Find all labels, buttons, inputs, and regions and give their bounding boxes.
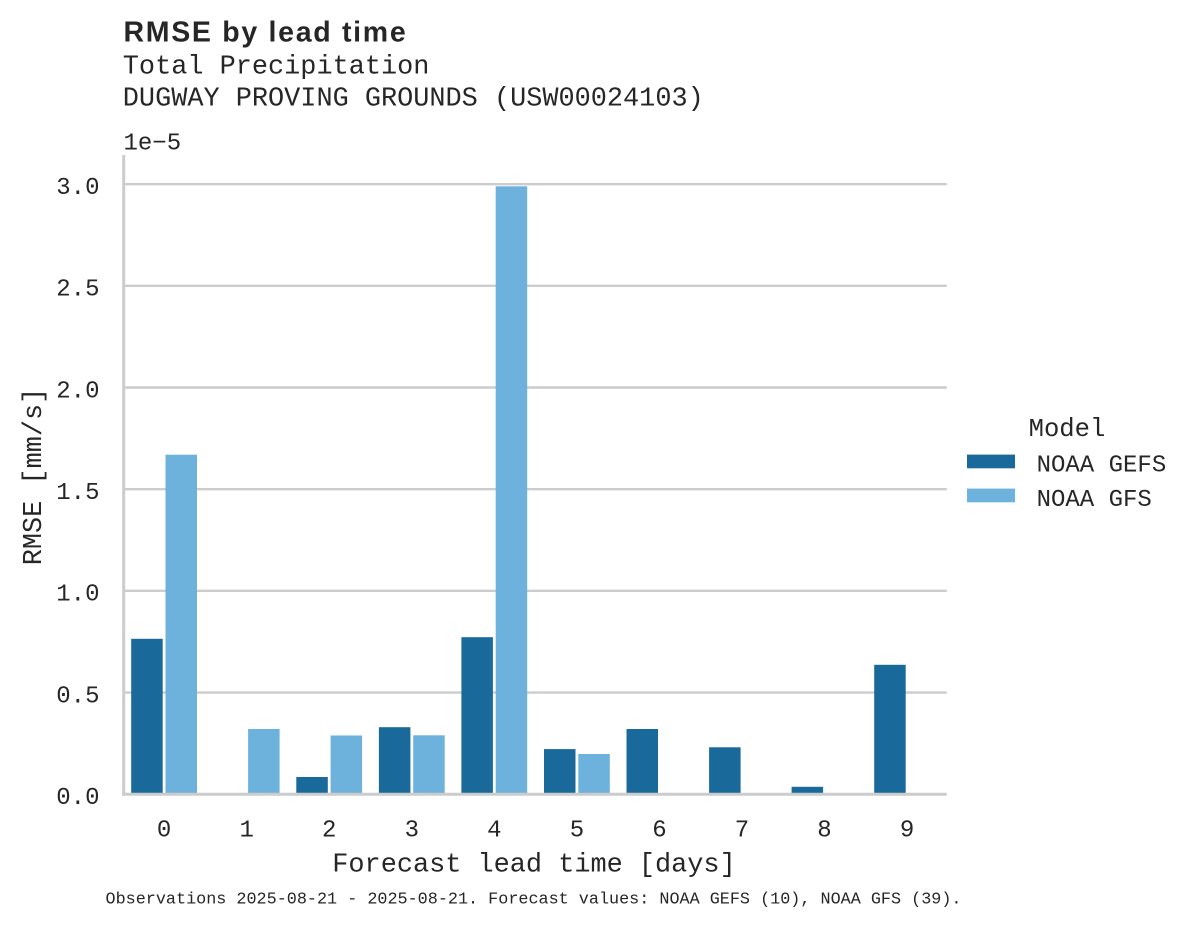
svg-text:4: 4: [487, 818, 501, 845]
svg-text:0.5: 0.5: [56, 684, 99, 711]
svg-text:5: 5: [570, 818, 584, 845]
svg-text:2: 2: [322, 818, 336, 845]
svg-text:0.0: 0.0: [56, 785, 99, 812]
svg-text:Forecast lead time [days]: Forecast lead time [days]: [332, 851, 735, 881]
svg-text:2.5: 2.5: [56, 277, 99, 304]
svg-text:8: 8: [817, 818, 831, 845]
svg-text:DUGWAY PROVING GROUNDS (USW000: DUGWAY PROVING GROUNDS (USW00024103): [123, 85, 704, 115]
svg-text:Total Precipitation: Total Precipitation: [123, 53, 430, 83]
svg-text:NOAA GFS: NOAA GFS: [1037, 487, 1152, 514]
svg-text:1e−5: 1e−5: [124, 130, 182, 157]
svg-text:1.5: 1.5: [56, 480, 99, 507]
svg-text:1: 1: [239, 818, 253, 845]
svg-text:3.0: 3.0: [56, 175, 99, 202]
svg-text:3: 3: [405, 818, 419, 845]
svg-text:9: 9: [900, 818, 914, 845]
svg-text:7: 7: [735, 818, 749, 845]
svg-text:Model: Model: [1029, 415, 1106, 444]
svg-text:RMSE [mm/s]: RMSE [mm/s]: [20, 388, 50, 566]
svg-text:RMSE by lead time: RMSE by lead time: [124, 16, 408, 48]
svg-text:0: 0: [157, 818, 171, 845]
svg-text:NOAA GEFS: NOAA GEFS: [1037, 452, 1167, 479]
svg-text:2.0: 2.0: [56, 378, 99, 405]
svg-text:1.0: 1.0: [56, 582, 99, 609]
svg-text:Observations 2025-08-21 - 2025: Observations 2025-08-21 - 2025-08-21. Fo…: [106, 891, 962, 910]
svg-text:6: 6: [652, 818, 666, 845]
